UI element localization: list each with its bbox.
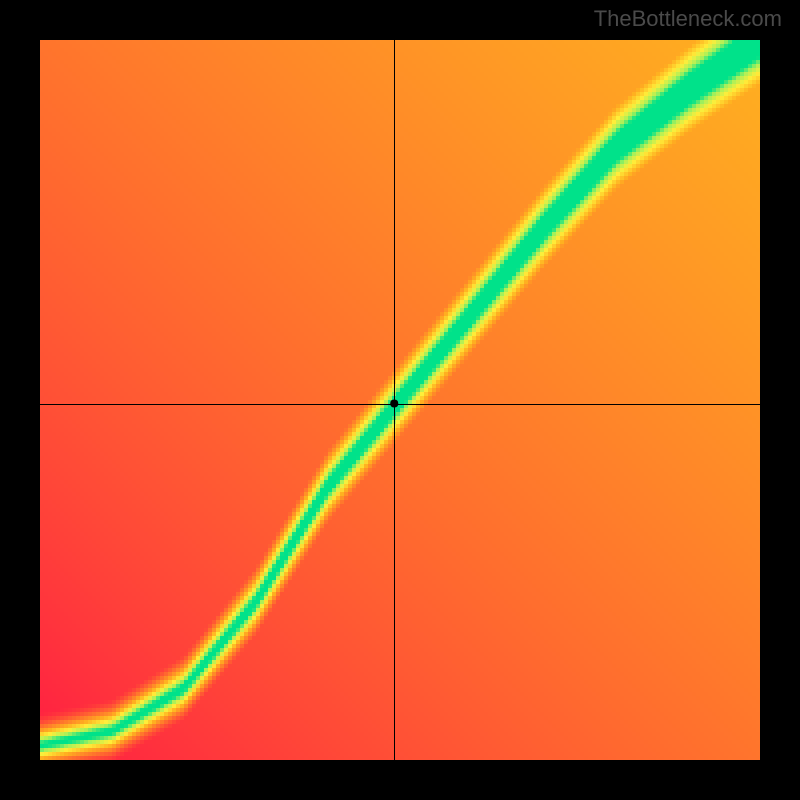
chart-frame: TheBottleneck.com	[0, 0, 800, 800]
bottleneck-heatmap	[40, 40, 760, 760]
watermark-text: TheBottleneck.com	[594, 6, 782, 32]
